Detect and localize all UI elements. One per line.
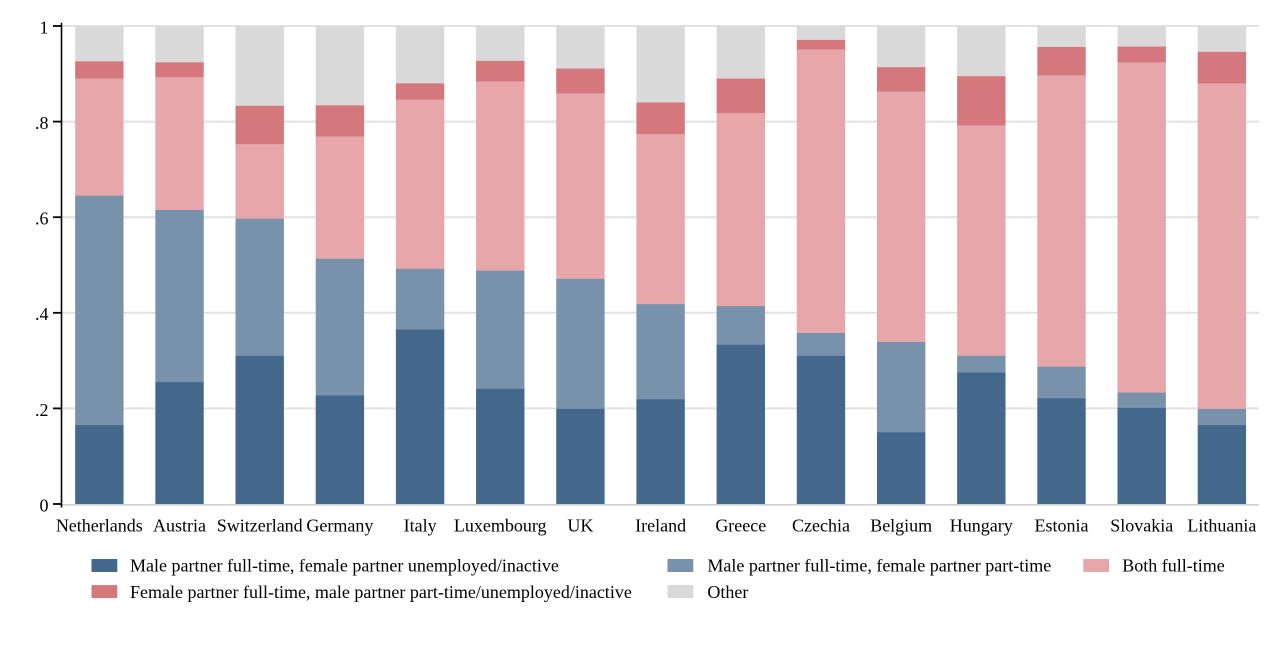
svg-text:Male partner full-time, female: Male partner full-time, female partner u… [130, 556, 559, 576]
svg-text:Greece: Greece [715, 516, 766, 536]
svg-text:Ireland: Ireland [635, 516, 686, 536]
svg-text:Italy: Italy [404, 516, 437, 536]
svg-text:1: 1 [40, 17, 49, 37]
svg-text:.2: .2 [35, 400, 49, 420]
svg-text:Luxembourg: Luxembourg [454, 516, 547, 536]
svg-text:Hungary: Hungary [950, 516, 1013, 536]
svg-text:Lithuania: Lithuania [1187, 516, 1256, 536]
svg-text:Austria: Austria [153, 516, 206, 536]
svg-text:Germany: Germany [306, 516, 373, 536]
svg-text:Both full-time: Both full-time [1122, 556, 1225, 576]
svg-text:Male partner full-time, female: Male partner full-time, female partner p… [707, 556, 1051, 576]
svg-text:Switzerland: Switzerland [217, 516, 303, 536]
svg-text:Other: Other [707, 582, 748, 602]
svg-text:.6: .6 [35, 209, 49, 229]
svg-text:Slovakia: Slovakia [1110, 516, 1173, 536]
svg-text:0: 0 [40, 495, 49, 515]
svg-text:Netherlands: Netherlands [56, 516, 143, 536]
svg-text:.8: .8 [35, 113, 49, 133]
svg-text:UK: UK [567, 516, 593, 536]
svg-text:Czechia: Czechia [792, 516, 850, 536]
svg-text:Female partner full-time, male: Female partner full-time, male partner p… [130, 582, 632, 602]
svg-text:.4: .4 [35, 304, 49, 324]
svg-text:Estonia: Estonia [1035, 516, 1089, 536]
svg-text:Belgium: Belgium [870, 516, 932, 536]
